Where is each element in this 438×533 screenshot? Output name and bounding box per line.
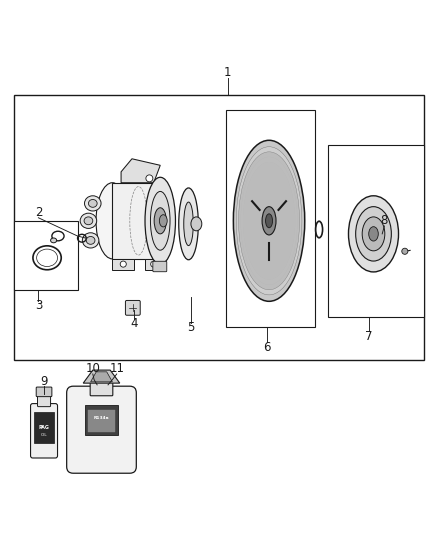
Ellipse shape <box>247 172 290 269</box>
Text: PAG: PAG <box>39 425 49 430</box>
Ellipse shape <box>184 202 193 246</box>
Ellipse shape <box>362 217 385 251</box>
Text: 6: 6 <box>263 341 271 353</box>
Text: 3: 3 <box>35 299 42 312</box>
Polygon shape <box>121 159 160 183</box>
Ellipse shape <box>150 191 170 250</box>
Ellipse shape <box>254 188 284 254</box>
Polygon shape <box>14 221 78 290</box>
Ellipse shape <box>257 192 282 249</box>
Ellipse shape <box>82 233 99 248</box>
Ellipse shape <box>80 213 97 229</box>
Ellipse shape <box>85 196 101 211</box>
Ellipse shape <box>369 227 378 241</box>
Text: 10: 10 <box>85 362 100 375</box>
Ellipse shape <box>356 207 391 261</box>
FancyBboxPatch shape <box>88 410 115 432</box>
Ellipse shape <box>96 183 129 259</box>
FancyBboxPatch shape <box>153 261 167 272</box>
Ellipse shape <box>233 140 305 301</box>
Polygon shape <box>113 183 160 259</box>
Circle shape <box>402 248 408 254</box>
Polygon shape <box>83 370 120 383</box>
FancyBboxPatch shape <box>36 387 52 397</box>
Ellipse shape <box>88 199 97 207</box>
Circle shape <box>151 261 157 267</box>
Polygon shape <box>226 110 315 327</box>
FancyBboxPatch shape <box>125 301 140 315</box>
Ellipse shape <box>84 217 93 225</box>
Ellipse shape <box>265 214 272 228</box>
FancyBboxPatch shape <box>34 412 54 443</box>
Text: 7: 7 <box>365 329 373 343</box>
Text: 8: 8 <box>381 214 388 227</box>
Ellipse shape <box>236 147 302 295</box>
FancyBboxPatch shape <box>90 382 113 396</box>
Text: R134a: R134a <box>94 416 110 419</box>
Circle shape <box>146 175 153 182</box>
Text: 2: 2 <box>35 206 42 219</box>
Ellipse shape <box>243 162 295 280</box>
Ellipse shape <box>37 249 57 266</box>
Ellipse shape <box>349 196 399 272</box>
Ellipse shape <box>191 217 202 231</box>
Ellipse shape <box>148 183 172 259</box>
Polygon shape <box>91 372 113 382</box>
Ellipse shape <box>238 152 300 290</box>
Text: OIL: OIL <box>41 433 47 437</box>
Polygon shape <box>328 144 424 317</box>
Polygon shape <box>113 259 134 270</box>
FancyBboxPatch shape <box>85 405 117 435</box>
Ellipse shape <box>250 177 288 264</box>
FancyBboxPatch shape <box>67 386 136 473</box>
Text: 1: 1 <box>224 66 231 79</box>
Ellipse shape <box>159 215 167 227</box>
Ellipse shape <box>262 207 276 235</box>
Text: 9: 9 <box>40 375 48 388</box>
Ellipse shape <box>145 177 176 264</box>
Ellipse shape <box>179 188 198 260</box>
Polygon shape <box>14 94 424 360</box>
FancyBboxPatch shape <box>38 394 50 407</box>
Ellipse shape <box>86 237 95 244</box>
Ellipse shape <box>252 182 286 259</box>
Text: 11: 11 <box>109 362 124 375</box>
FancyBboxPatch shape <box>31 403 57 458</box>
Text: 5: 5 <box>187 321 194 334</box>
Ellipse shape <box>154 208 166 234</box>
Ellipse shape <box>241 157 297 285</box>
Ellipse shape <box>50 238 57 243</box>
Text: 4: 4 <box>131 317 138 329</box>
Circle shape <box>120 261 126 267</box>
Ellipse shape <box>245 167 293 274</box>
Polygon shape <box>145 259 162 270</box>
